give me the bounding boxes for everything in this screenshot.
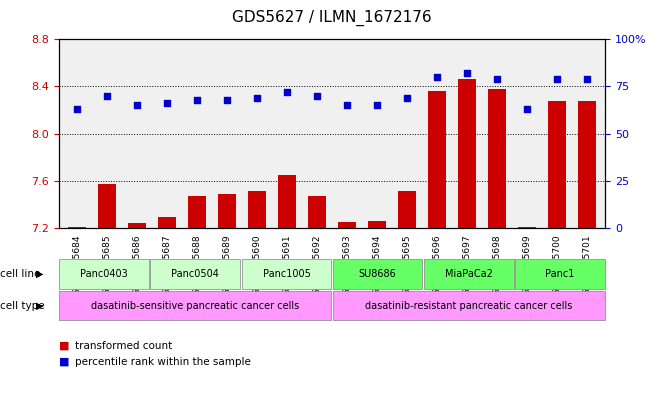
Point <box>72 106 82 112</box>
Text: percentile rank within the sample: percentile rank within the sample <box>75 356 251 367</box>
Bar <box>278 175 296 393</box>
Bar <box>187 196 206 393</box>
Text: ■: ■ <box>59 356 69 367</box>
Point <box>582 76 592 82</box>
Point <box>552 76 562 82</box>
Bar <box>488 89 506 393</box>
Bar <box>548 101 566 393</box>
Point <box>102 93 112 99</box>
Point <box>432 74 443 80</box>
Point <box>402 95 412 101</box>
Bar <box>428 91 446 393</box>
Bar <box>518 227 536 393</box>
Point <box>492 76 503 82</box>
Bar <box>308 196 326 393</box>
Point <box>191 97 202 103</box>
Bar <box>368 221 386 393</box>
Point <box>522 106 533 112</box>
Point <box>462 70 473 76</box>
Point <box>132 102 142 108</box>
Text: dasatinib-resistant pancreatic cancer cells: dasatinib-resistant pancreatic cancer ce… <box>365 301 572 310</box>
Bar <box>578 101 596 393</box>
Bar <box>158 217 176 393</box>
Text: Panc0504: Panc0504 <box>171 269 219 279</box>
Bar <box>338 222 356 393</box>
Point <box>252 95 262 101</box>
Text: Panc1: Panc1 <box>545 269 575 279</box>
Text: ■: ■ <box>59 341 69 351</box>
Text: Panc0403: Panc0403 <box>80 269 128 279</box>
Text: cell line: cell line <box>0 269 40 279</box>
Point <box>342 102 352 108</box>
Text: ▶: ▶ <box>36 301 44 310</box>
Point <box>312 93 322 99</box>
Bar <box>248 191 266 393</box>
Text: ▶: ▶ <box>36 269 44 279</box>
Bar <box>398 191 416 393</box>
Text: Panc1005: Panc1005 <box>262 269 311 279</box>
Bar <box>218 194 236 393</box>
Text: GDS5627 / ILMN_1672176: GDS5627 / ILMN_1672176 <box>232 10 432 26</box>
Point <box>221 97 232 103</box>
Text: MiaPaCa2: MiaPaCa2 <box>445 269 493 279</box>
Bar <box>128 223 146 393</box>
Point <box>372 102 382 108</box>
Text: transformed count: transformed count <box>75 341 172 351</box>
Point <box>161 100 172 107</box>
Text: SU8686: SU8686 <box>359 269 396 279</box>
Text: dasatinib-sensitive pancreatic cancer cells: dasatinib-sensitive pancreatic cancer ce… <box>91 301 299 310</box>
Bar <box>68 227 86 393</box>
Bar <box>98 184 116 393</box>
Text: cell type: cell type <box>0 301 45 310</box>
Point <box>282 89 292 95</box>
Bar <box>458 79 477 393</box>
